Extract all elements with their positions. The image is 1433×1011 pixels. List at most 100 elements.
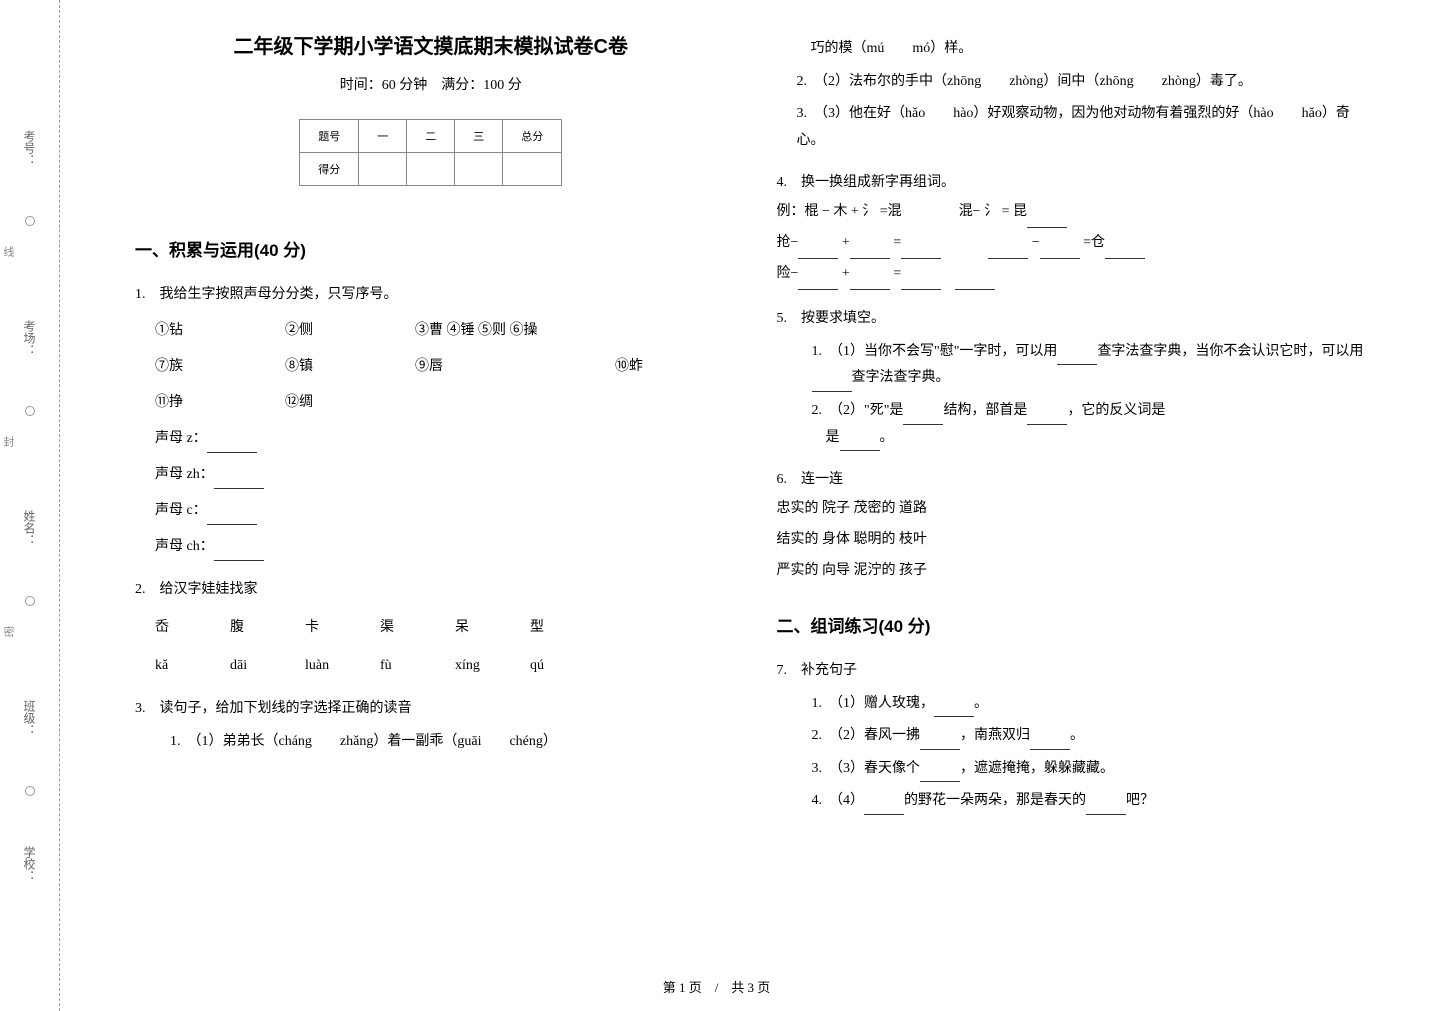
blank (1027, 212, 1067, 228)
table-cell: 得分 (300, 153, 359, 186)
table-cell: 三 (455, 120, 503, 153)
sidebar-label-exam-id: 考号： (21, 130, 38, 166)
table-cell: 一 (359, 120, 407, 153)
blank (1040, 243, 1080, 259)
question-1: 1. 我给生字按照声母分分类，只写序号。 ①钻 ②侧 ③曹 ④锤 ⑤则 ⑥操 ⑦… (135, 281, 727, 561)
text: 抢− (777, 235, 799, 250)
text: =仓 (1083, 235, 1105, 250)
right-column: 巧的模（mú mó）样。 2. （2）法布尔的手中（zhōng zhòng）间中… (752, 30, 1394, 1001)
table-row: 题号 一 二 三 总分 (300, 120, 562, 153)
blank (955, 274, 995, 290)
char: 呆 (455, 614, 530, 642)
blank (920, 766, 960, 782)
question-2: 2. 给汉字娃娃找家 岙 腹 卡 渠 呆 型 kǎ dāi luàn fù xí… (135, 576, 727, 680)
sub-item: 2. （2）法布尔的手中（zhōng zhòng）间中（zhōng zhòng）… (797, 69, 1369, 96)
blank (1105, 243, 1145, 259)
punch-hole-icon (25, 216, 35, 226)
text: + (842, 266, 850, 281)
text: = (893, 235, 901, 250)
section-1-title: 一、积累与运用(40 分) (135, 236, 727, 261)
dotted-label: 封 (0, 436, 16, 450)
question-text: 3. 读句子，给加下划线的字选择正确的读音 (135, 695, 727, 723)
text: = (893, 266, 901, 281)
text: − (1032, 235, 1040, 250)
table-cell: 题号 (300, 120, 359, 153)
item: ①钻 (155, 317, 285, 345)
binding-sidebar: 考号： 线 考场： 封 姓名： 密 班级： 学校： (0, 0, 60, 1011)
sidebar-label-class: 班级： (21, 700, 38, 736)
blank (214, 545, 264, 561)
sub-item: 2. （2）"死"是结构，部首是，它的反义词是 是。 (812, 398, 1369, 451)
table-cell (455, 153, 503, 186)
pinyin: kǎ (155, 652, 230, 680)
pinyin: dāi (230, 652, 305, 680)
line: 结实的 身体 聪明的 枝叶 (777, 525, 1369, 556)
section-2-title: 二、组词练习(40 分) (777, 612, 1369, 637)
sidebar-label-name: 姓名： (21, 510, 38, 546)
punch-hole-icon (25, 786, 35, 796)
item: ⑪挣 (155, 389, 285, 417)
blank (934, 701, 974, 717)
blank (1030, 734, 1070, 750)
blank (1086, 799, 1126, 815)
punch-hole-icon (25, 406, 35, 416)
item: ⑫绸 (285, 389, 313, 417)
blank (864, 799, 904, 815)
blank (901, 274, 941, 290)
label: 声母 zh： (155, 467, 214, 482)
sidebar-label-school: 学校： (21, 846, 38, 882)
blank (214, 473, 264, 489)
question-3: 3. 读句子，给加下划线的字选择正确的读音 1. （1）弟弟长（cháng zh… (135, 695, 727, 756)
item: ③曹 ④锤 ⑤则 ⑥操 (415, 317, 538, 345)
exam-subtitle: 时间：60 分钟 满分：100 分 (135, 74, 727, 94)
page-footer: 第 1 页 / 共 3 页 (0, 977, 1433, 996)
line: 严实的 向导 泥泞的 孩子 (777, 556, 1369, 587)
question-4: 4. 换一换组成新字再组词。 例：棍 − 木 + 氵 =混 混− 氵 = 昆 抢… (777, 169, 1369, 289)
blank (901, 243, 941, 259)
sub-item: 巧的模（mú mó）样。 (797, 36, 1369, 63)
char: 腹 (230, 614, 305, 642)
sub-item: 3. （3）他在好（hǎo hào）好观察动物，因为他对动物有着强烈的好（hào… (797, 101, 1369, 154)
question-5: 5. 按要求填空。 1. （1）当你不会写"慰"一字时，可以用查字法查字典，当你… (777, 305, 1369, 451)
score-table: 题号 一 二 三 总分 得分 (299, 119, 562, 186)
char: 岙 (155, 614, 230, 642)
char: 渠 (380, 614, 455, 642)
label: 声母 z： (155, 431, 207, 446)
punch-hole-icon (25, 596, 35, 606)
dotted-label: 密 (0, 626, 16, 640)
item: ⑨唇 (415, 353, 615, 381)
table-cell (359, 153, 407, 186)
pinyin: xíng (455, 652, 530, 680)
blank (798, 243, 838, 259)
question-text: 2. 给汉字娃娃找家 (135, 576, 727, 604)
question-text: 5. 按要求填空。 (777, 305, 1369, 333)
blank (988, 243, 1028, 259)
label: 声母 ch： (155, 539, 214, 554)
sub-item: 1. （1）当你不会写"慰"一字时，可以用查字法查字典，当你不会认识它时，可以用… (812, 339, 1369, 392)
table-cell (407, 153, 455, 186)
sub-item: 1. （1）弟弟长（cháng zhǎng）着一副乖（guāi chéng） (170, 729, 727, 756)
blank (207, 509, 257, 525)
example: 例：棍 − 木 + 氵 =混 (777, 204, 902, 219)
left-column: 二年级下学期小学语文摸底期末模拟试卷C卷 时间：60 分钟 满分：100 分 题… (110, 30, 752, 1001)
sub-item: 3. （3）春天像个，遮遮掩掩，躲躲藏藏。 (812, 756, 1369, 783)
sub-item: 1. （1）赠人玫瑰，。 (812, 691, 1369, 718)
blank (1057, 349, 1097, 365)
sub-item: 4. （4）的野花一朵两朵，那是春天的吧？ (812, 788, 1369, 815)
line: 忠实的 院子 茂密的 道路 (777, 494, 1369, 525)
question-text: 1. 我给生字按照声母分分类，只写序号。 (135, 281, 727, 309)
item: ②侧 (285, 317, 415, 345)
pinyin: qú (530, 652, 605, 680)
blank (1027, 409, 1067, 425)
main-content: 二年级下学期小学语文摸底期末模拟试卷C卷 时间：60 分钟 满分：100 分 题… (60, 0, 1433, 1011)
char: 卡 (305, 614, 380, 642)
char: 型 (530, 614, 605, 642)
text: + (842, 235, 850, 250)
table-cell: 总分 (503, 120, 562, 153)
question-text: 4. 换一换组成新字再组词。 (777, 169, 1369, 197)
blank (812, 376, 852, 392)
blank (903, 409, 943, 425)
table-cell: 二 (407, 120, 455, 153)
blank (798, 274, 838, 290)
item: ⑩蚱 (615, 353, 643, 381)
